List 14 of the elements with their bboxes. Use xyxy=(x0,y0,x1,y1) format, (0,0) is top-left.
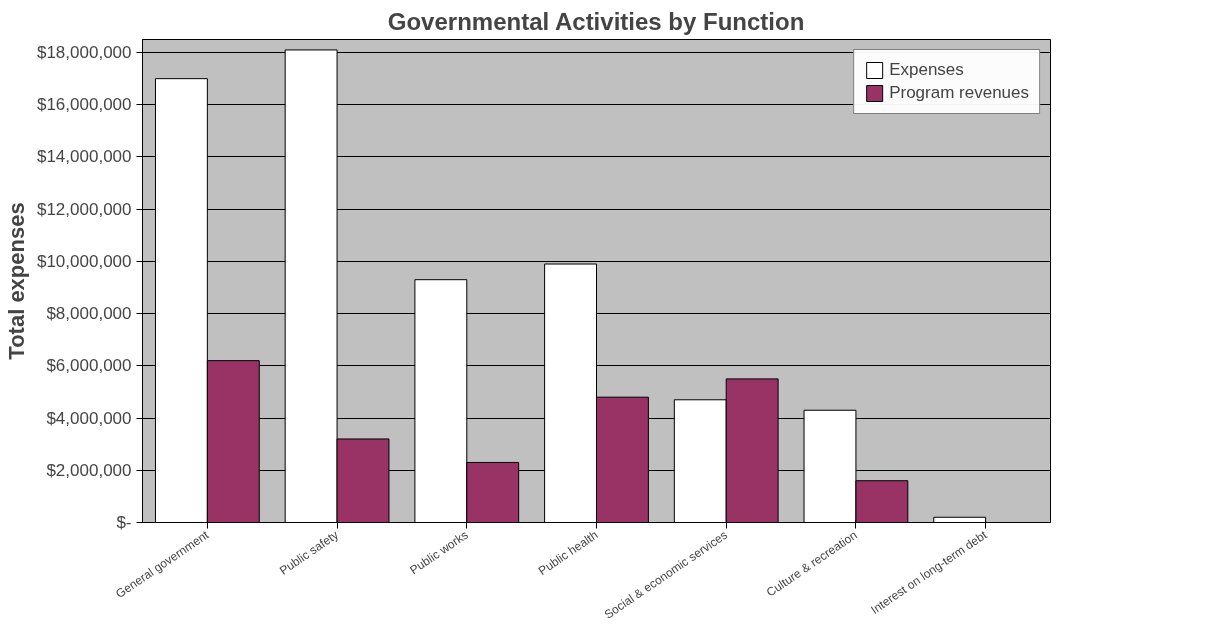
legend-label: Program revenues xyxy=(889,83,1029,103)
y-tick-label: $6,000,000 xyxy=(46,356,132,376)
y-tick-label: $4,000,000 xyxy=(46,408,132,428)
y-tick-label: $14,000,000 xyxy=(36,147,132,167)
legend-label: Expenses xyxy=(889,60,964,80)
y-tick-label: $8,000,000 xyxy=(46,304,132,324)
y-tick-label: $2,000,000 xyxy=(46,460,132,480)
chart-title: Governmental Activities by Function xyxy=(387,7,805,35)
y-tick-label: $10,000,000 xyxy=(36,251,132,271)
y-tick-label: $12,000,000 xyxy=(36,199,132,219)
y-tick-label: $18,000,000 xyxy=(36,43,132,63)
y-tick-label: $16,000,000 xyxy=(36,95,132,115)
y-axis-title: Total expenses xyxy=(3,202,29,360)
y-tick-label: $- xyxy=(116,513,132,532)
